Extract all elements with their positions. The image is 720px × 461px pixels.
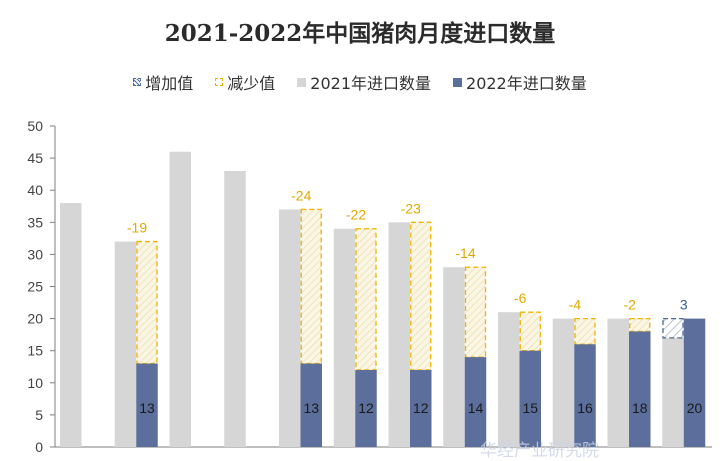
diff-label: -22 bbox=[346, 207, 366, 223]
y-axis: 0 5 10 15 20 25 30 35 40 45 50 bbox=[27, 118, 712, 452]
legend-item-2022: 2022年进口数量 bbox=[453, 70, 587, 94]
legend-label-2022: 2022年进口数量 bbox=[466, 74, 587, 93]
y-tick-label: 50 bbox=[27, 118, 43, 134]
bar-increase bbox=[662, 317, 684, 339]
data-label-2022: 18 bbox=[632, 400, 648, 416]
legend: 增加值 减少值 2021年进口数量 2022年进口数量 bbox=[0, 70, 720, 94]
bar-2021 bbox=[498, 312, 520, 447]
bar-decrease bbox=[355, 228, 377, 371]
bar-decrease bbox=[519, 311, 541, 352]
diff-label: -4 bbox=[569, 297, 582, 313]
bar-2021 bbox=[443, 267, 465, 447]
bar-2022 bbox=[410, 369, 432, 447]
bar-decrease bbox=[410, 221, 432, 371]
legend-label-increase: 增加值 bbox=[145, 74, 194, 93]
bar-2021 bbox=[224, 170, 246, 447]
data-labels: 13 -19 13 -24 12 -22 12 -23 14 -14 15 -6 16 -4 18 -2 20 3 bbox=[127, 187, 703, 416]
legend-swatch-2021 bbox=[297, 77, 307, 87]
bar-2021 bbox=[388, 222, 410, 447]
bar-2021 bbox=[60, 203, 82, 447]
y-tick-label: 0 bbox=[35, 439, 43, 452]
bar-2021 bbox=[607, 318, 629, 447]
legend-item-decrease: 减少值 bbox=[215, 70, 275, 94]
bar-2022 bbox=[574, 344, 596, 447]
bar-2022 bbox=[464, 357, 487, 447]
y-tick-label: 20 bbox=[27, 311, 43, 327]
watermark: 华经产业研究院 bbox=[480, 441, 599, 461]
diff-label: -23 bbox=[401, 200, 421, 216]
y-tick-label: 35 bbox=[27, 214, 43, 230]
legend-swatch-2022 bbox=[453, 77, 463, 87]
diff-label: 3 bbox=[680, 297, 688, 313]
data-label-2022: 16 bbox=[577, 400, 593, 416]
bars bbox=[60, 151, 706, 447]
data-label-2022: 12 bbox=[358, 400, 374, 416]
bar-2022 bbox=[683, 318, 706, 447]
bar-2021 bbox=[279, 209, 301, 447]
legend-item-increase: 增加值 bbox=[133, 70, 193, 94]
data-label-2022: 15 bbox=[522, 400, 538, 416]
bar-decrease bbox=[136, 240, 158, 365]
y-tick-label: 30 bbox=[27, 246, 43, 262]
y-tick-label: 5 bbox=[35, 407, 43, 423]
data-label-2022: 14 bbox=[468, 400, 484, 416]
diff-label: -24 bbox=[291, 187, 311, 203]
data-label-2022: 20 bbox=[687, 400, 703, 416]
legend-label-decrease: 减少值 bbox=[227, 74, 276, 93]
diff-label: -14 bbox=[455, 245, 475, 261]
data-label-2022: 12 bbox=[413, 400, 429, 416]
bar-decrease bbox=[629, 317, 651, 333]
diff-label: -6 bbox=[514, 290, 527, 306]
bar-2022 bbox=[136, 363, 158, 447]
data-label-2022: 13 bbox=[139, 400, 155, 416]
bar-2022 bbox=[519, 350, 541, 447]
y-tick-label: 45 bbox=[27, 150, 43, 166]
data-label-2022: 13 bbox=[303, 400, 319, 416]
legend-swatch-increase bbox=[133, 78, 142, 86]
legend-item-2021: 2021年进口数量 bbox=[297, 70, 431, 94]
bar-2022 bbox=[355, 369, 377, 447]
bar-decrease bbox=[300, 208, 322, 365]
chart-title: 2021-2022年中国猪肉月度进口数量 bbox=[164, 20, 556, 47]
y-tick-label: 10 bbox=[27, 375, 43, 391]
bar-2021 bbox=[114, 241, 137, 447]
y-tick-label: 25 bbox=[27, 279, 43, 295]
bar-decrease bbox=[574, 317, 596, 345]
diff-label: -19 bbox=[127, 220, 147, 236]
y-tick-label: 15 bbox=[27, 343, 43, 359]
bar-2022 bbox=[300, 363, 322, 447]
bar-2021 bbox=[333, 228, 356, 447]
bar-2021 bbox=[662, 337, 684, 447]
bar-2021 bbox=[552, 318, 575, 447]
legend-swatch-decrease bbox=[215, 78, 224, 86]
bar-decrease bbox=[464, 266, 487, 358]
bar-2022 bbox=[629, 331, 651, 447]
legend-label-2021: 2021年进口数量 bbox=[310, 74, 432, 93]
bar-2021 bbox=[169, 151, 191, 447]
y-tick-label: 40 bbox=[27, 182, 43, 198]
diff-label: -2 bbox=[624, 297, 637, 313]
